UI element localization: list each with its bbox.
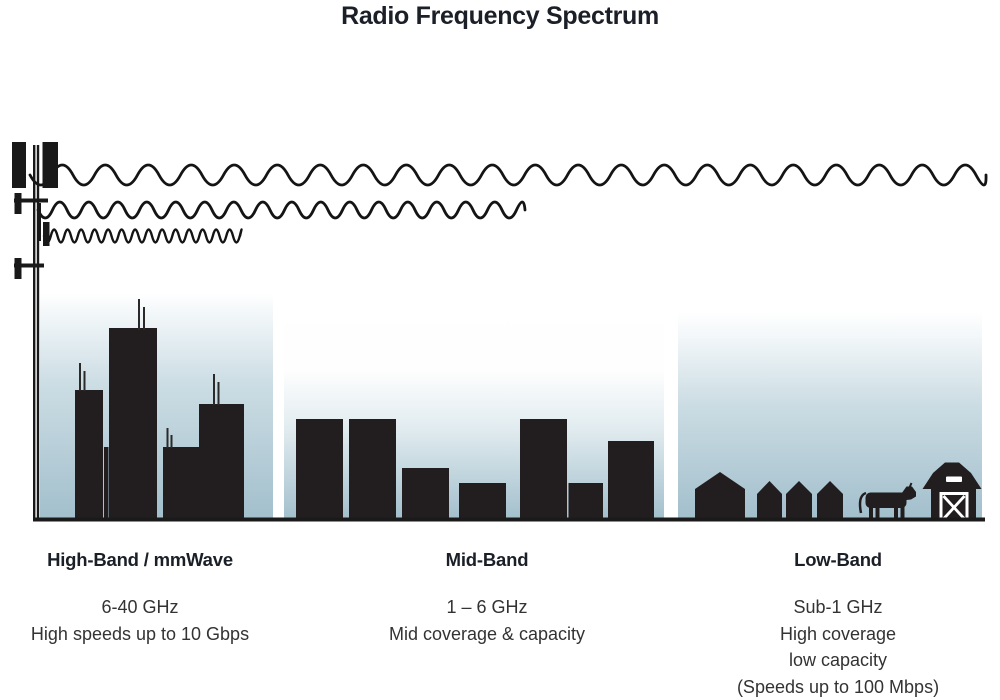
midrise-buildings-icon	[296, 419, 654, 520]
house-icon	[817, 481, 843, 520]
rural-scene	[695, 462, 982, 520]
band-description-low: High coverage	[779, 623, 897, 644]
radio-wave-mid-band	[36, 200, 527, 220]
band-description-mid: Mid coverage & capacity	[388, 623, 586, 644]
radio-wave-high-band	[42, 228, 243, 244]
band-description-low: low capacity	[788, 650, 888, 670]
band-name-mid: Mid-Band	[445, 549, 529, 570]
band-description-high: High speeds up to 10 Gbps	[30, 623, 250, 644]
band-label-low: Low-Band Sub-1 GHz High coverage low cap…	[712, 549, 964, 700]
house-icon	[786, 481, 812, 520]
tower-panel	[12, 142, 26, 188]
band-label-high: High-Band / mmWave 6-40 GHz High speeds …	[15, 549, 265, 647]
house-icon	[695, 472, 745, 520]
rooftop-antennas	[79, 299, 220, 448]
tower-crossbar	[14, 263, 44, 268]
band-frequency-high: 6-40 GHz	[101, 597, 179, 617]
band-frequency-low: Sub-1 GHz	[793, 597, 883, 617]
cow-icon	[858, 482, 916, 520]
band-description-low: (Speeds up to 100 Mbps)	[736, 676, 940, 697]
tower-panel-small	[14, 258, 22, 279]
radio-wave-low-band	[28, 163, 988, 187]
city-skyline-icon	[75, 299, 244, 520]
tower-panel-small	[14, 193, 22, 214]
radio-waves	[28, 163, 988, 244]
barn-icon	[922, 462, 982, 520]
ground-line	[33, 517, 985, 522]
band-name-low: Low-Band	[794, 549, 882, 570]
tower-panel	[42, 142, 58, 188]
cell-tower-icon	[12, 142, 58, 520]
band-name-high: High-Band / mmWave	[47, 549, 233, 570]
tower-panel-small	[43, 222, 50, 246]
band-label-mid: Mid-Band 1 – 6 GHz Mid coverage & capaci…	[362, 549, 612, 647]
house-icon	[757, 481, 782, 520]
page-title: Radio Frequency Spectrum	[341, 2, 659, 30]
band-frequency-mid: 1 – 6 GHz	[446, 597, 528, 617]
tower-crossbar	[14, 198, 48, 203]
